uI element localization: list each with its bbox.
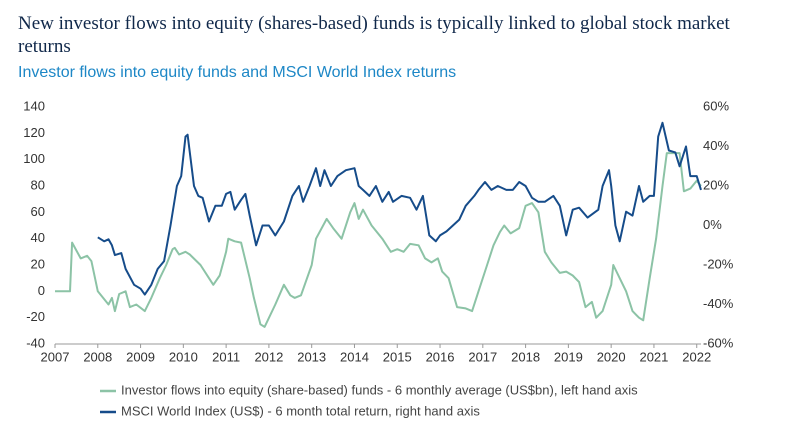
x-tick-label: 2019 [554,349,583,364]
x-tick-label: 2009 [126,349,155,364]
y2-tick-label: 0% [703,217,722,232]
y2-tick-label: 20% [703,177,729,192]
chart-subtitle: Investor flows into equity funds and MSC… [18,64,457,81]
y2-tick-label: 60% [703,98,729,113]
series-line [55,152,702,328]
x-tick-label: 2010 [169,349,198,364]
x-tick-label: 2008 [83,349,112,364]
x-tick-label: 2022 [682,349,711,364]
x-tick-label: 2018 [511,349,540,364]
chart-title: New investor flows into equity (shares-b… [18,13,730,57]
x-tick-label: 2007 [41,349,70,364]
x-tick-label: 2011 [212,349,240,364]
y-tick-label: -40 [26,335,45,350]
y-tick-label: -20 [26,309,45,324]
x-tick-label: 2020 [597,349,626,364]
y-tick-label: 140 [23,98,45,113]
legend-label: Investor flows into equity (share-based)… [121,382,638,397]
x-tick-label: 2014 [340,349,369,364]
x-tick-label: 2021 [639,349,668,364]
x-tick-label: 2016 [426,349,455,364]
x-tick-label: 2013 [297,349,326,364]
y-tick-label: 120 [23,125,45,140]
y-tick-label: 0 [38,283,45,298]
y-tick-label: 40 [31,230,45,245]
y-tick-label: 100 [23,151,45,166]
y2-tick-label: -40% [703,296,734,311]
series-line [97,121,702,296]
x-tick-label: 2015 [383,349,412,364]
x-tick-label: 2012 [254,349,283,364]
y-tick-label: 60 [31,204,45,219]
x-tick-label: 2017 [468,349,497,364]
legend-label: MSCI World Index (US$) - 6 month total r… [121,403,480,418]
y2-tick-label: -60% [703,335,734,350]
y-tick-label: 20 [31,256,45,271]
y2-tick-label: -20% [703,256,734,271]
y-tick-label: 80 [31,177,45,192]
y2-tick-label: 40% [703,138,729,153]
